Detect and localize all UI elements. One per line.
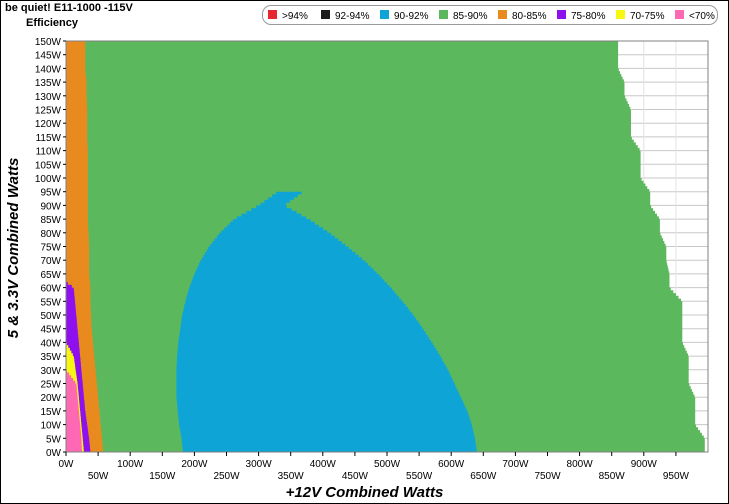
y-tick-label: 60W (40, 284, 61, 295)
y-tick-label: 90W (40, 201, 61, 212)
y-tick-label: 95W (40, 188, 61, 199)
x-tick-label: 400W (310, 459, 337, 470)
x-tick-label: 750W (534, 471, 561, 482)
y-tick-label: 85W (40, 215, 61, 226)
y-tick-label: 120W (35, 119, 62, 130)
y-axis-label-container: 5 & 3.3V Combined Watts (1, 43, 25, 453)
y-tick-label: 50W (40, 311, 61, 322)
y-tick-label: 110W (36, 147, 62, 158)
y-tick-label: 65W (40, 270, 61, 281)
region-90-92 (176, 191, 477, 452)
x-tick-label: 600W (438, 459, 465, 470)
y-tick-label: 75W (40, 243, 61, 254)
legend-item: 92-94% (321, 10, 370, 22)
y-tick-label: 30W (40, 366, 61, 377)
y-tick-label: 100W (35, 174, 62, 185)
y-tick-label: 25W (40, 380, 61, 391)
legend-label: 92-94% (335, 11, 370, 22)
y-tick-label: 145W (35, 51, 62, 62)
y-axis-label: 5 & 3.3V Combined Watts (5, 158, 22, 339)
legend-swatch (498, 10, 507, 19)
chart-title: be quiet! E11-1000 -115V (5, 2, 133, 14)
legend-svg: >94% 92-94% 90-92% 85-90% 80-85% 75-80% 70-75%… (268, 10, 715, 22)
y-tick-label: 45W (40, 325, 61, 336)
x-tick-label: 550W (406, 471, 433, 482)
x-tick-label: 950W (663, 471, 690, 482)
y-tick-label: 140W (35, 64, 62, 75)
x-tick-label: 50W (88, 471, 109, 482)
legend-label: 90-92% (394, 11, 429, 22)
y-tick-label: 150W (35, 37, 62, 48)
x-tick-label: 850W (599, 471, 626, 482)
x-tick-label: 100W (117, 459, 144, 470)
legend-swatch (675, 10, 684, 19)
y-tick-label: 40W (40, 338, 61, 349)
y-tick-label: 135W (35, 78, 62, 89)
x-tick-label: 0W (59, 459, 75, 470)
legend-swatch (557, 10, 566, 19)
x-tick-label: 800W (567, 459, 594, 470)
y-tick-label: 0W (46, 448, 62, 459)
legend-swatch (268, 10, 277, 19)
region-70 (66, 369, 82, 452)
chart-subtitle: Efficiency (26, 17, 78, 29)
y-tick-label: 115W (36, 133, 62, 144)
x-axis-label: +12V Combined Watts (285, 484, 444, 501)
y-tick-label: 20W (40, 393, 61, 404)
legend-label: <70% (689, 11, 715, 22)
x-tick-label: 350W (278, 471, 305, 482)
legend-label: 70-75% (630, 11, 665, 22)
x-tick-label: 900W (631, 459, 658, 470)
y-tick-label: 80W (40, 229, 61, 240)
x-tick-label: 300W (246, 459, 273, 470)
y-tick-label: 35W (40, 352, 61, 363)
legend-item: 80-85% (498, 10, 547, 22)
x-tick-label: 450W (342, 471, 369, 482)
legend-label: 75-80% (571, 11, 606, 22)
y-tick-label: 125W (35, 106, 62, 117)
x-tick-label: 200W (181, 459, 208, 470)
y-tick-label: 15W (40, 407, 61, 418)
legend-item: <70% (675, 10, 715, 22)
y-tick-label: 105W (35, 160, 62, 171)
x-tick-label: 250W (213, 471, 240, 482)
legend: >94% 92-94% 90-92% 85-90% 80-85% 75-80% 70-75%… (262, 5, 718, 25)
y-tick-label: 130W (35, 92, 62, 103)
legend-swatch (321, 10, 330, 19)
legend-swatch (616, 10, 625, 19)
legend-item: 75-80% (557, 10, 606, 22)
x-tick-label: 650W (470, 471, 497, 482)
y-axis-label-svg: 5 & 3.3V Combined Watts (5, 158, 22, 339)
legend-item: 70-75% (616, 10, 665, 22)
legend-item: 85-90% (439, 10, 488, 22)
legend-item: 90-92% (380, 10, 429, 22)
y-tick-label: 10W (40, 421, 61, 432)
legend-item: >94% (268, 10, 308, 22)
legend-label: 85-90% (453, 11, 488, 22)
x-tick-label: 500W (374, 459, 401, 470)
x-tick-label: 700W (502, 459, 529, 470)
x-tick-label: 150W (149, 471, 176, 482)
legend-swatch (380, 10, 389, 19)
legend-label: 80-85% (512, 11, 547, 22)
y-tick-label: 55W (40, 297, 61, 308)
legend-swatch (439, 10, 448, 19)
legend-label: >94% (282, 11, 308, 22)
y-tick-label: 70W (40, 256, 61, 267)
y-tick-label: 5W (46, 434, 62, 445)
